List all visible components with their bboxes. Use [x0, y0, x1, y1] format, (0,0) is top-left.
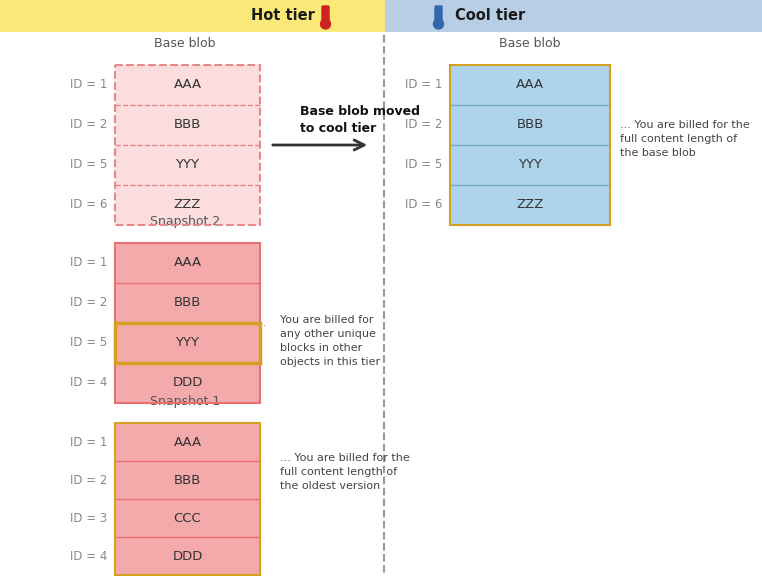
Text: ID = 1: ID = 1: [69, 79, 107, 92]
Text: ...: ...: [257, 318, 266, 328]
Text: ID = 4: ID = 4: [69, 376, 107, 390]
Text: ... You are billed for the
full content length of
the oldest version: ... You are billed for the full content …: [280, 453, 410, 491]
Text: YYY: YYY: [518, 158, 542, 171]
Bar: [115, 65, 260, 225]
Text: Snapshot 1: Snapshot 1: [150, 395, 220, 408]
Text: AAA: AAA: [174, 79, 202, 92]
Bar: [385, 0, 762, 32]
Text: BBB: BBB: [517, 119, 544, 131]
Text: YYY: YYY: [175, 336, 200, 349]
Bar: [115, 243, 260, 403]
Text: Snapshot 2: Snapshot 2: [150, 215, 220, 228]
Text: Base blob moved
to cool tier: Base blob moved to cool tier: [300, 105, 420, 135]
Text: AAA: AAA: [516, 79, 544, 92]
Text: ID = 5: ID = 5: [405, 158, 442, 171]
Bar: [115, 423, 260, 575]
Text: ID = 4: ID = 4: [69, 549, 107, 562]
Text: CCC: CCC: [174, 511, 201, 525]
Text: Base blob: Base blob: [499, 37, 561, 50]
Text: BBB: BBB: [174, 119, 201, 131]
Text: YYY: YYY: [175, 158, 200, 171]
Text: DDD: DDD: [172, 549, 203, 562]
Text: ZZZ: ZZZ: [174, 198, 201, 211]
Text: ID = 5: ID = 5: [70, 158, 107, 171]
Text: ... You are billed for the
full content length of
the base blob: ... You are billed for the full content …: [620, 120, 750, 158]
Text: ID = 2: ID = 2: [69, 119, 107, 131]
Bar: [450, 65, 610, 225]
Circle shape: [321, 19, 331, 29]
Text: You are billed for
any other unique
blocks in other
objects in this tier: You are billed for any other unique bloc…: [280, 315, 380, 367]
Text: Cool tier: Cool tier: [455, 8, 525, 23]
Text: ID = 6: ID = 6: [69, 198, 107, 211]
Text: ID = 1: ID = 1: [405, 79, 442, 92]
Text: Hot tier: Hot tier: [251, 8, 315, 23]
Text: AAA: AAA: [174, 257, 202, 269]
Bar: [0, 0, 385, 32]
Text: ID = 3: ID = 3: [70, 511, 107, 525]
Text: ID = 2: ID = 2: [69, 296, 107, 309]
Bar: [115, 65, 260, 225]
Text: AAA: AAA: [174, 436, 202, 448]
Text: ID = 5: ID = 5: [70, 336, 107, 349]
Text: ID = 2: ID = 2: [405, 119, 442, 131]
Text: ID = 6: ID = 6: [405, 198, 442, 211]
Text: Base blob: Base blob: [154, 37, 216, 50]
Text: ID = 2: ID = 2: [69, 474, 107, 487]
Text: ID = 1: ID = 1: [69, 436, 107, 448]
Bar: [450, 65, 610, 225]
Bar: [115, 323, 260, 363]
Text: ID = 1: ID = 1: [69, 257, 107, 269]
Text: BBB: BBB: [174, 296, 201, 309]
Text: ZZZ: ZZZ: [517, 198, 544, 211]
FancyBboxPatch shape: [322, 6, 329, 22]
Text: BBB: BBB: [174, 474, 201, 487]
FancyBboxPatch shape: [435, 6, 442, 22]
Text: DDD: DDD: [172, 376, 203, 390]
Bar: [115, 243, 260, 403]
Circle shape: [434, 19, 443, 29]
Bar: [115, 423, 260, 575]
